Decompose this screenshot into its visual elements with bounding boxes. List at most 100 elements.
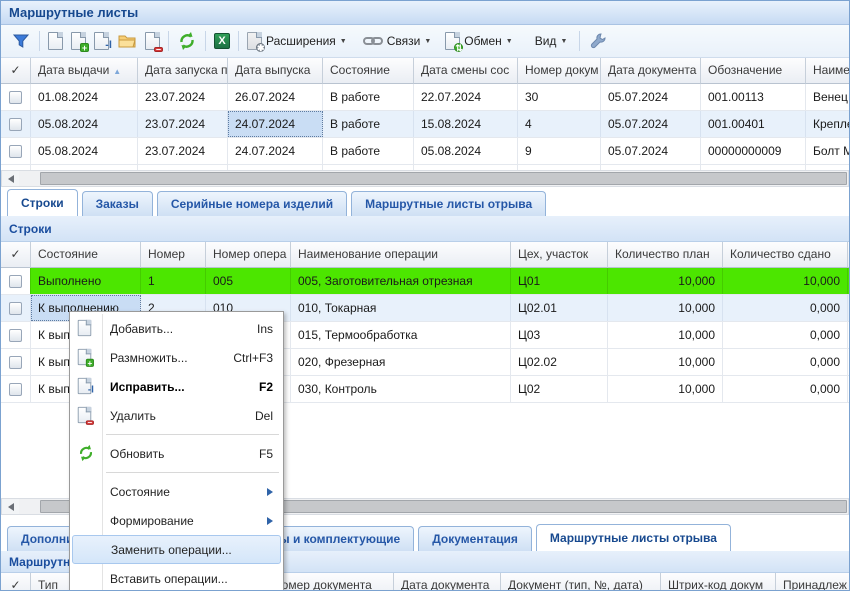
refresh-icon <box>77 444 95 462</box>
column-header[interactable]: Номер докум <box>518 58 601 84</box>
column-header[interactable]: Номер <box>141 242 206 268</box>
column-header[interactable]: Номер документа <box>266 573 394 590</box>
copy-document-icon: + <box>77 348 94 367</box>
tab-lines[interactable]: Строки <box>7 189 78 216</box>
row-checkbox[interactable] <box>9 382 22 396</box>
tab-tearoff-sheets-bottom[interactable]: Маршрутные листы отрыва <box>535 524 731 551</box>
extensions-icon: ✱ <box>247 32 265 53</box>
submenu-arrow-icon <box>267 487 273 496</box>
tab-orders[interactable]: Заказы <box>81 191 153 216</box>
excel-export-button[interactable]: X <box>210 28 234 54</box>
links-label: Связи <box>386 34 421 48</box>
extensions-label: Расширения <box>266 34 336 48</box>
column-header[interactable]: Дата документа <box>601 58 701 84</box>
filter-button[interactable] <box>7 28 35 54</box>
menu-item-forming[interactable]: Формирование <box>70 506 283 535</box>
menu-item-state[interactable]: Состояние <box>70 477 283 506</box>
tab-serial-numbers[interactable]: Серийные номера изделий <box>156 191 348 216</box>
column-header <box>848 242 849 268</box>
chain-icon <box>362 34 383 48</box>
table-row[interactable]: 01.08.2024 23.07.2024 26.07.2024 В работ… <box>1 84 849 111</box>
column-header[interactable]: Принадлеж <box>776 573 849 590</box>
column-header[interactable]: Наимен <box>806 58 849 84</box>
column-header[interactable]: Дата выпуска <box>228 58 323 84</box>
column-header[interactable]: Номер опера <box>206 242 291 268</box>
exchange-label: Обмен <box>464 34 502 48</box>
table-row-clipped[interactable]: 12.08.2024 25.07.2024 01.08.2024 В работ… <box>1 165 849 170</box>
scrollbar-thumb[interactable] <box>40 172 847 185</box>
row-checkbox[interactable] <box>9 355 22 369</box>
scroll-left-button[interactable] <box>2 171 19 186</box>
column-header[interactable]: Количество сдано <box>723 242 848 268</box>
table-row-done[interactable]: Выполнено 1 005 005, Заготовительная отр… <box>1 268 849 295</box>
column-header[interactable]: Обозначение <box>701 58 806 84</box>
view-menu-button[interactable]: Вид ▼ <box>527 28 572 54</box>
scroll-left-button[interactable] <box>2 499 19 514</box>
menu-item-delete[interactable]: – Удалить Del <box>70 401 283 430</box>
column-header[interactable]: Дата выдачи ▲ <box>31 58 138 84</box>
new-document-icon <box>48 32 63 50</box>
select-all-header[interactable]: ✓ <box>1 573 31 590</box>
row-checkbox[interactable] <box>9 90 22 104</box>
menu-item-add[interactable]: Добавить... Ins <box>70 314 283 343</box>
chevron-down-icon: ▼ <box>505 37 513 45</box>
copy-button[interactable]: + <box>67 28 90 54</box>
refresh-button[interactable] <box>173 28 201 54</box>
menu-item-refresh[interactable]: Обновить F5 <box>70 439 283 468</box>
row-checkbox[interactable] <box>9 301 22 315</box>
window-titlebar: Маршрутные листы <box>1 1 849 25</box>
column-header[interactable]: Дата смены сос <box>414 58 518 84</box>
page-title: Маршрутные листы <box>9 5 139 20</box>
column-header[interactable]: Состояние <box>31 242 141 268</box>
folder-icon <box>117 32 137 50</box>
add-button[interactable] <box>44 28 67 54</box>
column-header[interactable]: Количество план <box>608 242 723 268</box>
edit-button[interactable]: -I <box>90 28 113 54</box>
links-menu-button[interactable]: Связи ▼ <box>359 28 436 54</box>
select-all-header[interactable]: ✓ <box>1 242 31 268</box>
table-row[interactable]: 05.08.2024 23.07.2024 24.07.2024 В работ… <box>1 138 849 165</box>
edit-document-icon: -I <box>77 377 94 395</box>
column-header[interactable]: Наименование операции <box>291 242 511 268</box>
column-header[interactable]: Штрих-код докум <box>661 573 776 590</box>
delete-document-icon: – <box>145 32 163 54</box>
column-header[interactable]: Документ (тип, №, дата) <box>501 573 661 590</box>
copy-document-icon: + <box>71 32 89 53</box>
submenu-arrow-icon <box>267 516 273 525</box>
column-header[interactable]: Дата запуска п <box>138 58 228 84</box>
open-button[interactable] <box>113 28 141 54</box>
column-header[interactable]: Дата документа <box>394 573 501 590</box>
tab-documentation[interactable]: Документация <box>418 526 532 551</box>
filter-icon <box>11 31 31 51</box>
row-checkbox[interactable] <box>9 274 22 288</box>
menu-item-edit[interactable]: -I Исправить... F2 <box>70 372 283 401</box>
extensions-menu-button[interactable]: ✱ Расширения ▼ <box>243 28 351 54</box>
column-header[interactable]: Цех, участок <box>511 242 608 268</box>
wrench-icon <box>588 31 608 51</box>
sort-asc-icon: ▲ <box>113 67 122 76</box>
delete-document-icon: – <box>77 406 94 426</box>
table-header-row: ✓ Дата выдачи ▲ Дата запуска п Дата выпус… <box>1 58 849 84</box>
menu-item-copy[interactable]: + Размножить... Ctrl+F3 <box>70 343 283 372</box>
tab-tearoff-sheets[interactable]: Маршрутные листы отрыва <box>351 191 547 216</box>
table-row-selected[interactable]: 05.08.2024 23.07.2024 24.07.2024 В работ… <box>1 111 849 138</box>
select-all-header[interactable]: ✓ <box>1 58 31 84</box>
column-header[interactable]: Состояние <box>323 58 414 84</box>
top-table-hscrollbar[interactable] <box>1 170 849 187</box>
focused-cell: 24.07.2024 <box>228 111 323 137</box>
settings-button[interactable] <box>584 28 612 54</box>
lines-section-header: Строки <box>1 216 849 242</box>
row-checkbox[interactable] <box>9 328 22 342</box>
table-row-selected[interactable]: К выполнению 2 010 010, Токарная Ц02.01 … <box>1 295 849 322</box>
row-checkbox[interactable] <box>9 144 22 158</box>
toolbar-separator <box>205 31 206 51</box>
exchange-menu-button[interactable]: ⇅ Обмен ▼ <box>441 28 516 54</box>
delete-button[interactable]: – <box>141 28 164 54</box>
refresh-icon <box>177 31 197 51</box>
exchange-icon: ⇅ <box>445 32 464 53</box>
table-header-row: ✓ Состояние Номер Номер опера Наименован… <box>1 242 849 268</box>
menu-item-insert-operations[interactable]: Вставить операции... <box>110 571 228 586</box>
toolbar-separator <box>238 31 239 51</box>
menu-item-replace-operations[interactable]: Заменить операции... <box>72 535 281 564</box>
row-checkbox[interactable] <box>9 117 22 131</box>
